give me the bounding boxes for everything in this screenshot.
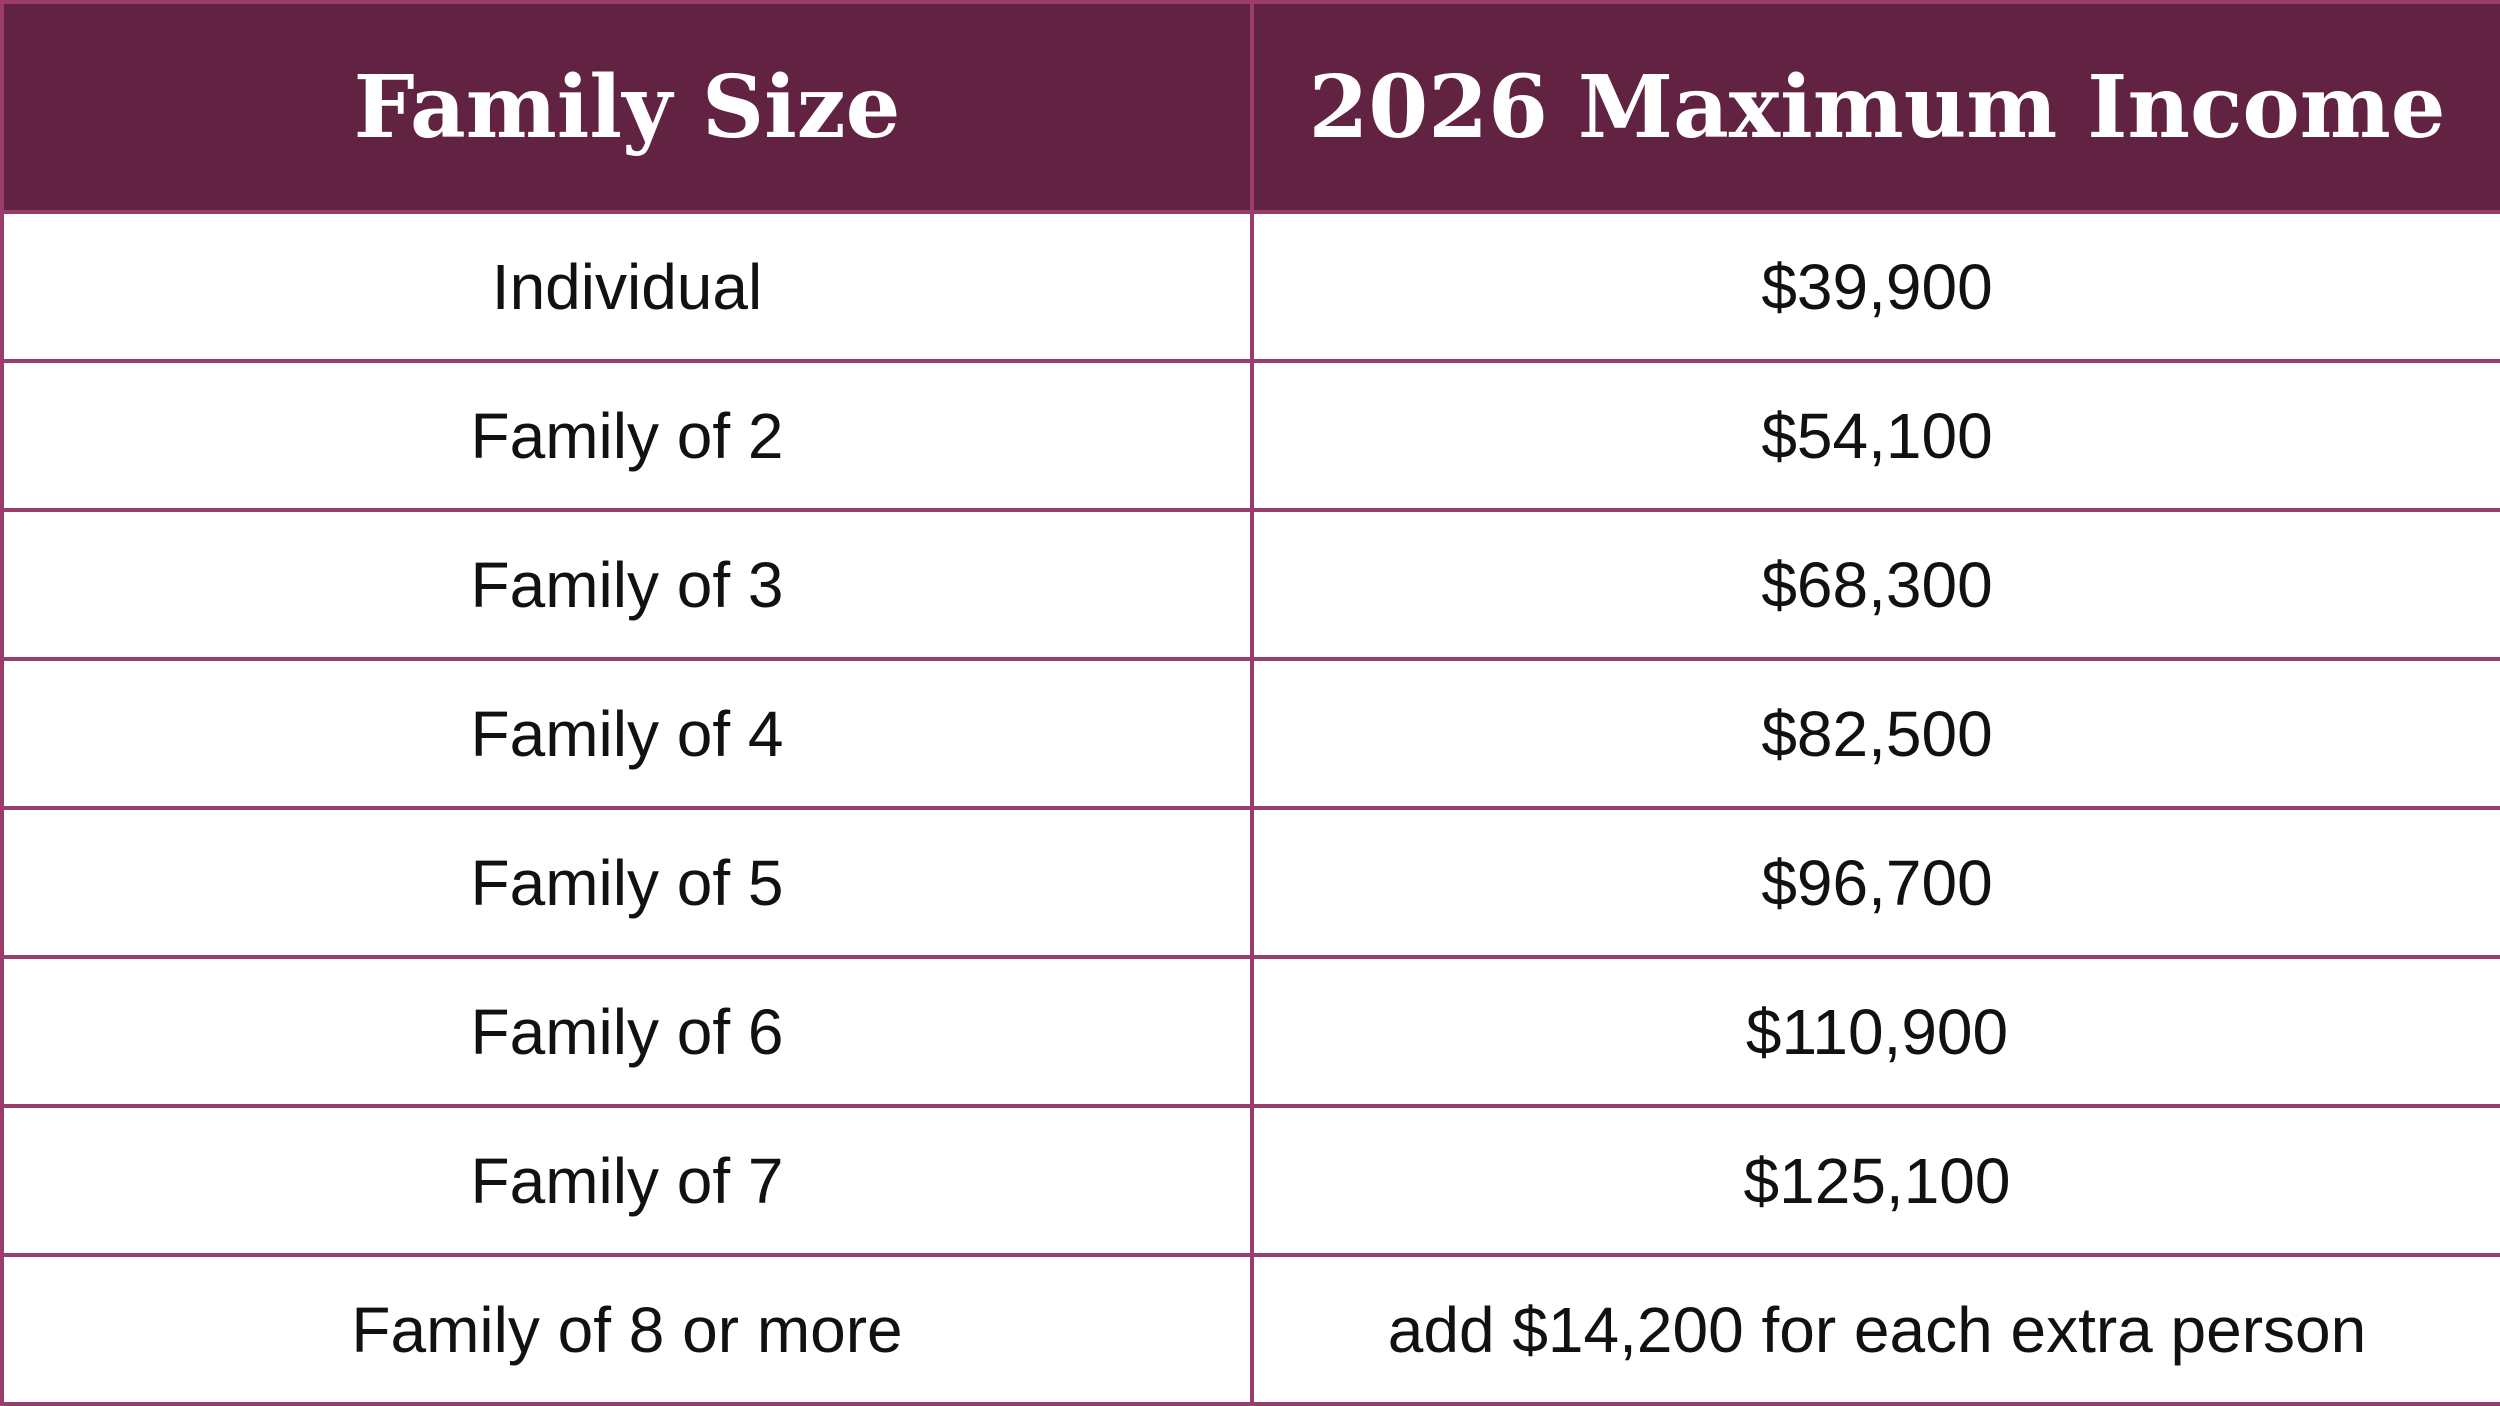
income-cell: $39,900 [1250,210,2500,363]
income-cell: $82,500 [1250,657,2500,810]
table-row: Family of 6 $110,900 [0,955,2500,1108]
table-row: Family of 2 $54,100 [0,359,2500,512]
family-size-cell: Family of 3 [0,508,1254,661]
header-row: Family Size 2026 Maximum Income [0,0,2500,214]
table-row: Family of 7 $125,100 [0,1104,2500,1257]
table-row: Family of 5 $96,700 [0,806,2500,959]
table-body: Individual $39,900 Family of 2 $54,100 Famil… [0,210,2500,1406]
table-header: Family Size 2026 Maximum Income [0,0,2500,214]
table-row: Individual $39,900 [0,210,2500,363]
family-size-cell: Individual [0,210,1254,363]
family-size-cell: Family of 8 or more [0,1253,1254,1406]
family-size-cell: Family of 7 [0,1104,1254,1257]
income-cell: add $14,200 for each extra person [1250,1253,2500,1406]
table-row: Family of 4 $82,500 [0,657,2500,810]
header-cell: 2026 Maximum Income [1250,0,2500,214]
header-cell: Family Size [0,0,1254,214]
income-cell: $68,300 [1250,508,2500,661]
family-size-cell: Family of 6 [0,955,1254,1108]
income-cell: $125,100 [1250,1104,2500,1257]
income-cell: $54,100 [1250,359,2500,512]
income-cell: $110,900 [1250,955,2500,1108]
family-size-cell: Family of 4 [0,657,1254,810]
income-cell: $96,700 [1250,806,2500,959]
table-row: Family of 8 or more add $14,200 for each … [0,1253,2500,1406]
family-size-cell: Family of 5 [0,806,1254,959]
table-row: Family of 3 $68,300 [0,508,2500,661]
family-size-cell: Family of 2 [0,359,1254,512]
